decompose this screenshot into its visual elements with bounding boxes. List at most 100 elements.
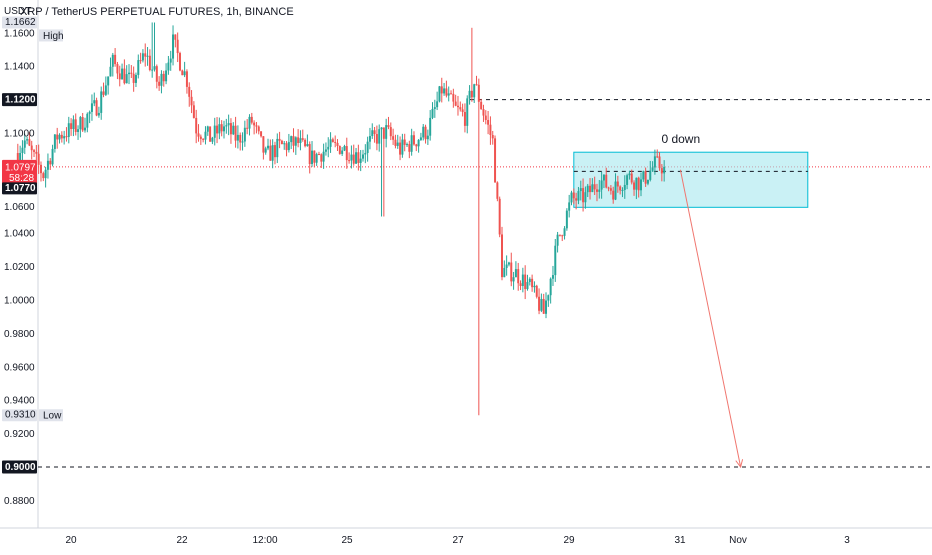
candle bbox=[255, 125, 258, 127]
high-label-bg bbox=[39, 29, 63, 42]
candle bbox=[533, 285, 536, 288]
candle bbox=[419, 137, 422, 140]
resistance-badge: 1.1200 bbox=[5, 95, 36, 106]
candle bbox=[382, 127, 385, 139]
candle bbox=[362, 154, 364, 159]
candle bbox=[172, 34, 175, 59]
candle bbox=[301, 138, 304, 140]
candle bbox=[174, 34, 177, 40]
candle bbox=[241, 141, 244, 143]
candle bbox=[79, 117, 82, 130]
candle bbox=[336, 142, 339, 147]
candle bbox=[197, 133, 200, 137]
candle bbox=[431, 108, 434, 118]
candle bbox=[236, 134, 239, 141]
candle bbox=[338, 146, 341, 154]
candle bbox=[454, 101, 457, 106]
price-tick-label: 1.0200 bbox=[4, 262, 35, 273]
candle bbox=[306, 144, 309, 147]
candle bbox=[438, 86, 441, 102]
time-tick-label: 22 bbox=[176, 535, 188, 546]
candle bbox=[285, 143, 288, 151]
candle bbox=[42, 173, 45, 179]
candle bbox=[151, 69, 154, 71]
candle bbox=[311, 150, 314, 165]
candle bbox=[118, 73, 121, 80]
candle bbox=[607, 187, 610, 189]
candle bbox=[542, 298, 545, 314]
candle bbox=[368, 136, 371, 142]
candle bbox=[633, 182, 636, 190]
candle bbox=[21, 147, 24, 153]
candle bbox=[561, 235, 564, 237]
candle bbox=[246, 127, 249, 129]
candle bbox=[51, 148, 54, 165]
candle bbox=[575, 198, 578, 201]
candle bbox=[565, 210, 568, 229]
candle bbox=[16, 153, 19, 161]
candle bbox=[514, 269, 517, 278]
candle bbox=[111, 54, 114, 67]
candle bbox=[635, 177, 638, 190]
projection-box-group: 0 down bbox=[573, 132, 809, 208]
candle bbox=[355, 152, 358, 164]
time-axis: 20 22 12:00 25 27 29 31 Nov 3 bbox=[65, 535, 850, 546]
candle bbox=[623, 184, 626, 190]
candle bbox=[211, 137, 214, 142]
candle bbox=[114, 54, 117, 65]
candle bbox=[558, 234, 561, 236]
candle bbox=[206, 126, 209, 132]
time-tick-label: 31 bbox=[674, 535, 686, 546]
candle bbox=[23, 140, 26, 148]
candle bbox=[290, 136, 293, 143]
candle bbox=[125, 74, 128, 84]
resistance-badge-bg bbox=[2, 93, 37, 107]
candle bbox=[104, 85, 107, 95]
candle bbox=[53, 134, 56, 149]
candle bbox=[322, 151, 325, 162]
candle bbox=[503, 268, 506, 278]
candle bbox=[278, 138, 281, 141]
candle bbox=[327, 146, 330, 150]
candle bbox=[470, 90, 473, 98]
candle bbox=[169, 58, 172, 63]
candle bbox=[248, 116, 251, 129]
candle bbox=[315, 154, 318, 163]
price-tick-label: 0.9600 bbox=[4, 362, 35, 373]
candle bbox=[619, 186, 622, 191]
candle bbox=[95, 100, 98, 116]
candle bbox=[466, 98, 469, 126]
axis-borders bbox=[0, 0, 932, 529]
candle bbox=[501, 234, 503, 278]
candle bbox=[30, 145, 33, 151]
price-tick-label: 0.9800 bbox=[4, 329, 35, 340]
candle bbox=[429, 117, 432, 136]
candle bbox=[463, 112, 466, 126]
countdown-badge: 58:28 bbox=[9, 173, 34, 184]
candle bbox=[626, 175, 629, 185]
candle bbox=[535, 285, 538, 297]
candle bbox=[591, 184, 594, 193]
candle bbox=[637, 177, 640, 191]
candle bbox=[260, 131, 263, 137]
candle bbox=[593, 184, 596, 190]
last-price-badge: 1.0797 bbox=[5, 162, 36, 173]
candle bbox=[134, 74, 137, 83]
candle bbox=[97, 112, 100, 116]
candle bbox=[132, 73, 135, 83]
candle bbox=[375, 134, 378, 144]
time-tick-label: 20 bbox=[65, 535, 77, 546]
candle bbox=[540, 298, 543, 311]
candle bbox=[456, 105, 459, 108]
candle bbox=[234, 125, 237, 141]
candle bbox=[329, 139, 332, 147]
candle bbox=[225, 125, 228, 127]
candle bbox=[507, 262, 510, 265]
candle bbox=[220, 124, 223, 132]
candle bbox=[498, 198, 501, 235]
candle bbox=[176, 39, 179, 54]
candle bbox=[528, 278, 531, 283]
candle bbox=[399, 142, 402, 155]
